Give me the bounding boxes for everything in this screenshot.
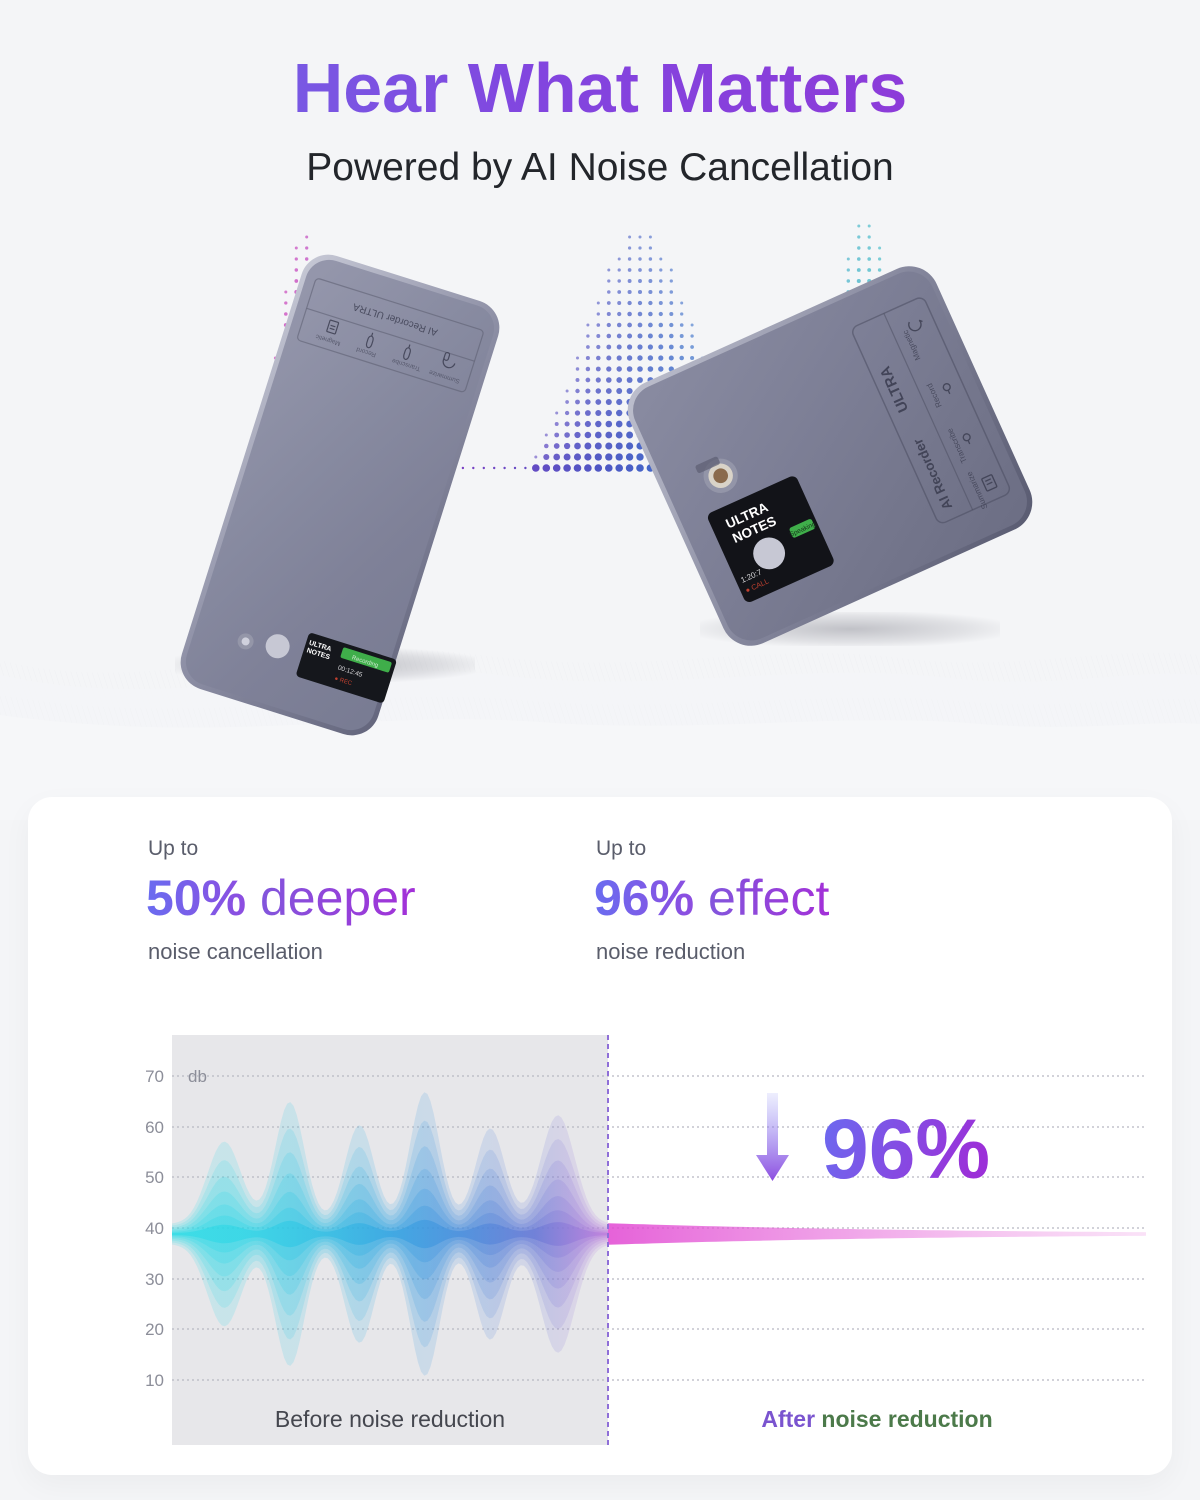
svg-text:10: 10 [145, 1371, 164, 1390]
svg-text:20: 20 [145, 1320, 164, 1339]
svg-text:30: 30 [145, 1270, 164, 1289]
svg-text:Before noise reduction: Before noise reduction [275, 1406, 505, 1432]
svg-text:60: 60 [145, 1118, 164, 1137]
svg-text:96%: 96% [822, 1102, 990, 1196]
svg-text:40: 40 [145, 1219, 164, 1238]
svg-text:70: 70 [145, 1067, 164, 1086]
svg-text:After noise reduction: After noise reduction [761, 1406, 992, 1432]
svg-text:50: 50 [145, 1168, 164, 1187]
